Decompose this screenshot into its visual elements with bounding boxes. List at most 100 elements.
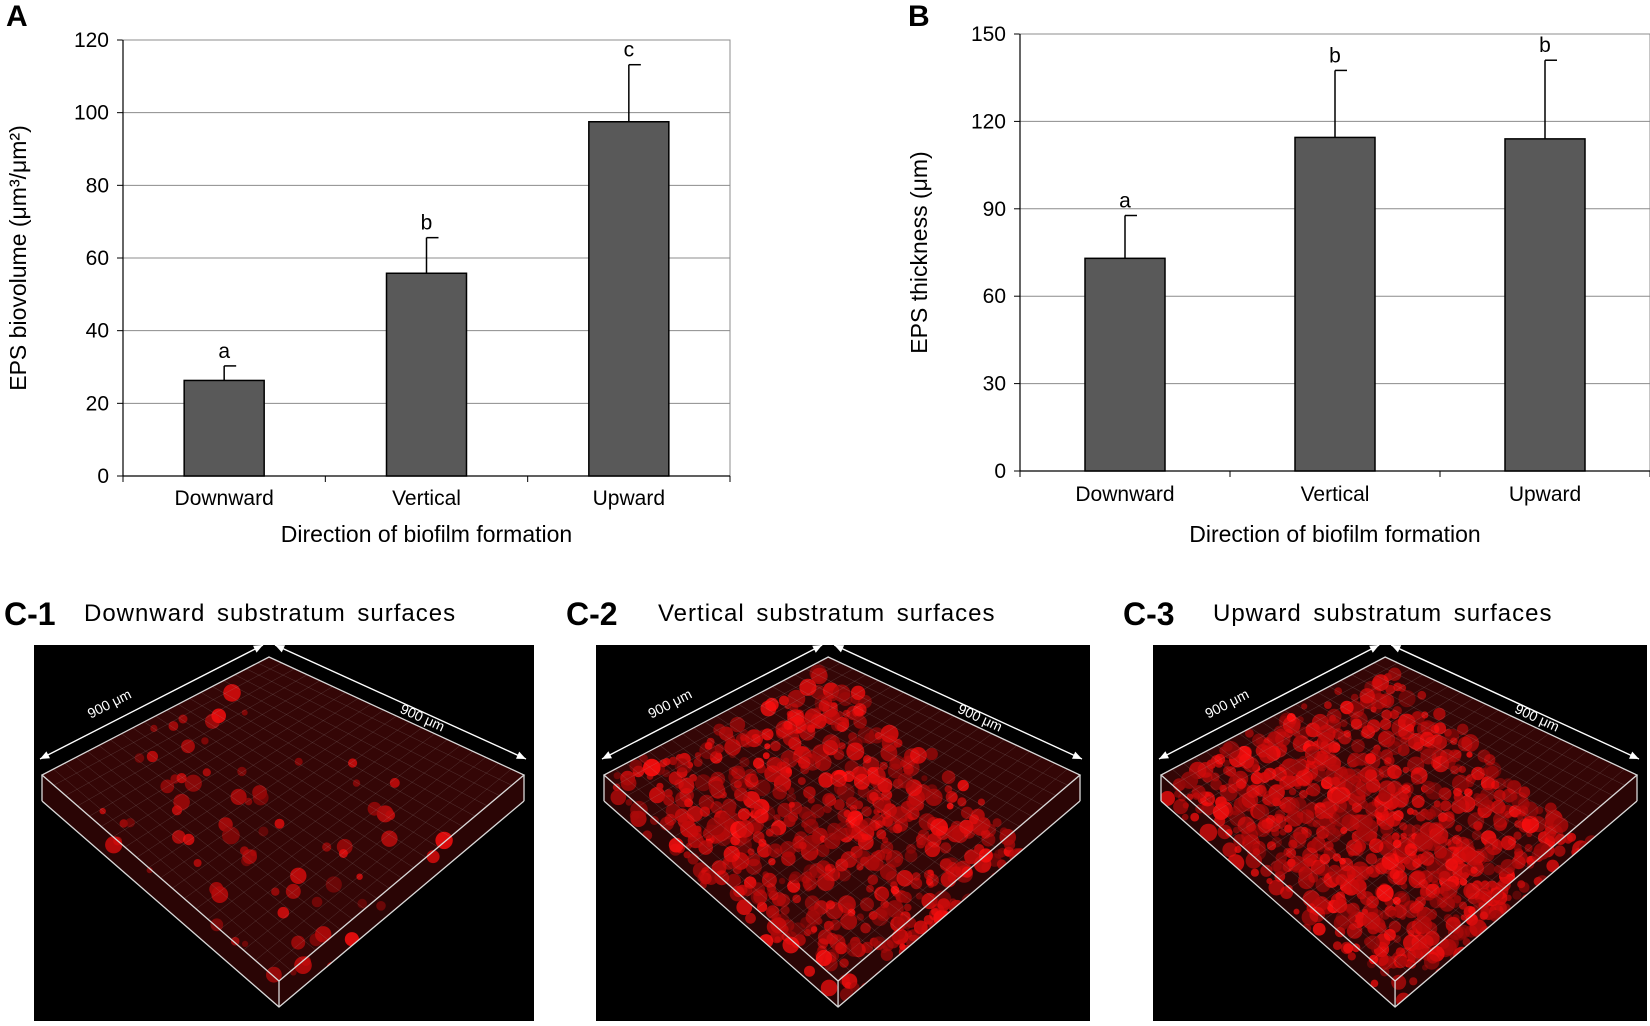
- eps-blob: [1324, 701, 1332, 709]
- eps-blob: [1328, 864, 1342, 878]
- eps-blob: [811, 667, 828, 685]
- eps-blob: [761, 728, 774, 741]
- eps-blob: [1023, 863, 1034, 874]
- eps-blob: [1406, 959, 1417, 969]
- eps-blob: [810, 926, 818, 933]
- image-title-c2: Vertical substratum surfaces: [658, 600, 996, 627]
- eps-blob: [1325, 755, 1342, 772]
- eps-blob: [703, 870, 719, 885]
- eps-blob: [952, 925, 962, 934]
- eps-blob: [942, 921, 954, 933]
- eps-blob: [797, 777, 806, 786]
- eps-blob: [836, 721, 848, 733]
- eps-blob: [851, 766, 868, 782]
- eps-blob: [850, 685, 866, 700]
- eps-blob: [1370, 706, 1377, 713]
- grid-line: [1194, 757, 1432, 951]
- eps-blob: [897, 772, 913, 789]
- eps-blob: [1306, 840, 1320, 854]
- eps-blob: [1340, 826, 1348, 835]
- eps-blob: [1225, 766, 1237, 777]
- grid-line: [639, 674, 867, 807]
- eps-blob: [757, 843, 772, 858]
- eps-blob: [767, 887, 778, 899]
- eps-blob: [1531, 904, 1548, 921]
- eps-blob: [830, 769, 848, 787]
- eps-blob: [1579, 842, 1591, 854]
- eps-blob: [957, 797, 967, 807]
- eps-blob: [689, 774, 697, 782]
- eps-blob: [1286, 713, 1296, 722]
- eps-blob: [864, 732, 876, 744]
- grid-line: [1254, 704, 1487, 858]
- grid-line: [814, 763, 1055, 961]
- eps-blob: [1181, 813, 1189, 821]
- eps-blob: [1252, 804, 1270, 821]
- y-tick-label: 150: [971, 23, 1006, 46]
- eps-blob: [1493, 813, 1506, 826]
- eps-blob: [823, 832, 841, 850]
- image-label-c2: C-2: [566, 596, 618, 632]
- grid-line: [1239, 733, 1480, 910]
- eps-blob: [731, 765, 745, 780]
- eps-blob: [1393, 736, 1404, 747]
- eps-blob: [649, 787, 666, 804]
- eps-blob: [1406, 723, 1414, 732]
- eps-blob: [983, 895, 996, 908]
- eps-blob: [649, 816, 659, 825]
- eps-blob: [1532, 911, 1542, 922]
- grid-line: [816, 662, 1068, 786]
- y-axis-label: EPS thickness (μm): [906, 151, 932, 353]
- eps-blob: [1370, 979, 1379, 988]
- eps-blob: [1375, 862, 1388, 875]
- eps-blob: [1392, 706, 1402, 716]
- y-tick-label: 60: [983, 285, 1006, 308]
- eps-blob: [1453, 895, 1462, 904]
- eps-blob: [777, 802, 793, 818]
- eps-blob: [925, 747, 938, 761]
- grid-line: [1196, 674, 1424, 807]
- grid-line: [738, 704, 984, 858]
- eps-blob: [818, 700, 830, 712]
- eps-blob: [1503, 931, 1519, 947]
- eps-blob: [352, 779, 361, 787]
- eps-blob: [730, 775, 749, 794]
- eps-blob: [820, 979, 838, 997]
- eps-blob: [1286, 809, 1304, 827]
- eps-blob: [927, 816, 941, 831]
- eps-blob: [1384, 757, 1392, 765]
- eps-blob: [1308, 749, 1318, 759]
- eps-blob: [822, 793, 836, 807]
- eps-blob: [1380, 909, 1391, 920]
- eps-blob: [1174, 790, 1182, 798]
- eps-blob: [1015, 886, 1022, 894]
- eps-blob: [879, 761, 888, 770]
- eps-blob: [1551, 881, 1566, 896]
- eps-blob: [1315, 840, 1327, 852]
- eps-blob: [193, 859, 202, 867]
- grid-line: [1289, 721, 1524, 889]
- eps-blob: [787, 787, 795, 794]
- eps-blob: [1479, 846, 1495, 863]
- eps-blob: [921, 892, 938, 910]
- grid-line: [779, 745, 1018, 930]
- substratum-surface: [42, 657, 524, 981]
- eps-blob: [1489, 910, 1502, 922]
- grid-line: [749, 698, 996, 848]
- eps-blob: [945, 791, 958, 803]
- eps-blob: [1314, 896, 1329, 911]
- eps-blob: [241, 709, 248, 716]
- scale-label-left: 900 μm: [1202, 686, 1251, 722]
- eps-blob: [1279, 745, 1288, 753]
- eps-blob: [1411, 795, 1425, 808]
- eps-blob: [1210, 778, 1222, 791]
- eps-blob: [780, 905, 790, 915]
- eps-blob: [1402, 856, 1411, 865]
- eps-blob: [873, 971, 889, 988]
- eps-blob: [1301, 909, 1319, 926]
- eps-blob: [1365, 935, 1380, 950]
- eps-blob: [867, 766, 886, 785]
- grid-line: [1261, 721, 1505, 889]
- eps-blob: [1526, 830, 1533, 838]
- eps-blob: [823, 870, 834, 881]
